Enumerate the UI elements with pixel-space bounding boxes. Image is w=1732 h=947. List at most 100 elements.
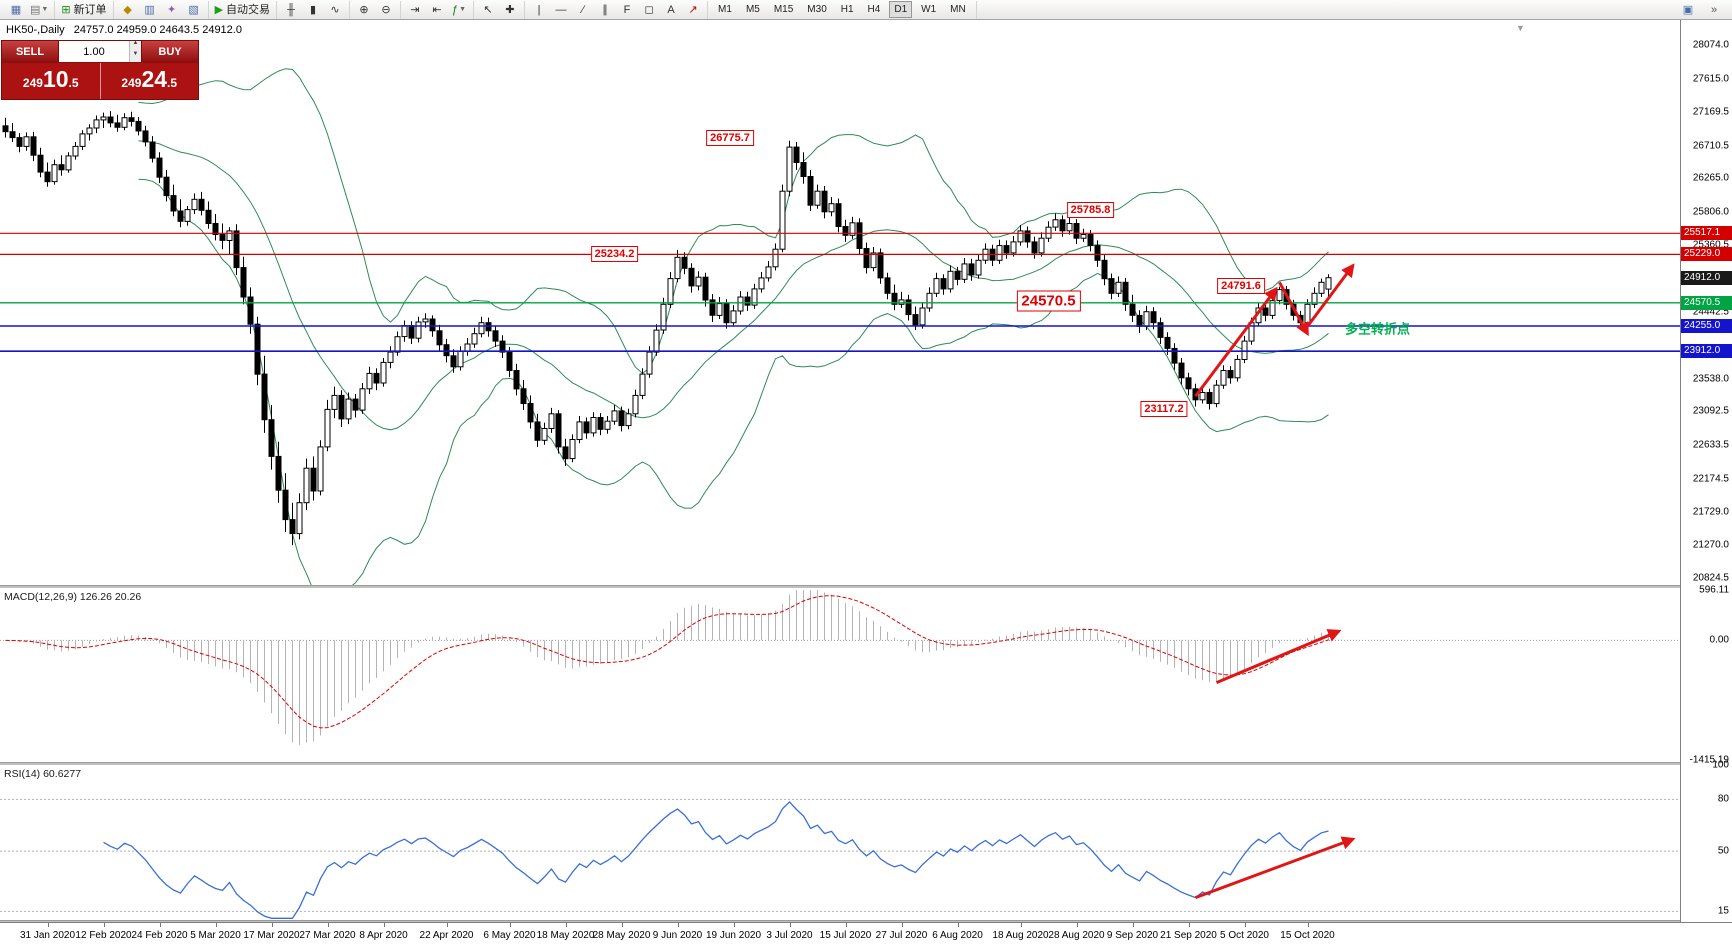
lot-size-value[interactable]: 1.00	[83, 45, 105, 58]
bar-chart-icon: ╫	[287, 3, 295, 16]
chart-title: HK50-,Daily 24757.0 24959.0 24643.5 2491…	[6, 24, 242, 36]
market-watch-icon: ◆	[123, 3, 132, 16]
macd-indicator-pane[interactable]: MACD(12,26,9) 126.26 20.26	[0, 588, 1680, 762]
auto-scroll-icon[interactable]: ⇥	[405, 2, 425, 18]
trendline-icon[interactable]: ∕	[573, 2, 593, 18]
terminal-icon: ▧	[188, 3, 199, 16]
crosshair-icon[interactable]: ✚	[500, 2, 520, 18]
chart-note-text[interactable]: 多空转折点	[1344, 321, 1411, 337]
chart-profiles-icon[interactable]: ▤ ▼	[28, 2, 50, 18]
axis-label: 27169.5	[1692, 106, 1729, 118]
timeframe-w1[interactable]: W1	[921, 4, 937, 15]
zoom-in-icon[interactable]: ⊕	[354, 2, 374, 18]
date-tick	[901, 923, 903, 927]
price-annotation[interactable]: 24791.6	[1217, 277, 1265, 294]
price-chart-pane[interactable]: ▼ 26775.7 25234.2 25785.8 24570.5 24791.6 231…	[0, 20, 1680, 585]
date-tick	[1076, 923, 1078, 927]
timeframe-m1[interactable]: M1	[718, 4, 732, 15]
buy-price[interactable]: 24924.5	[99, 63, 199, 99]
toolbar-overflow-icon[interactable]: »	[1710, 3, 1718, 16]
autotrade-button-label: 自动交易	[226, 3, 271, 16]
price-annotation[interactable]: 24570.5	[1016, 290, 1081, 312]
date-tick	[621, 923, 623, 927]
lot-step-up-icon[interactable]: ▲	[130, 40, 141, 52]
date-axis-label: 8 Apr 2020	[359, 930, 408, 941]
sell-button[interactable]: SELL	[2, 41, 58, 62]
price-annotation[interactable]: 25234.2	[590, 246, 639, 262]
chart-shift-icon[interactable]: ⇤	[427, 2, 447, 18]
vertical-line-icon[interactable]: |	[529, 2, 549, 18]
pane-separator[interactable]	[0, 585, 1732, 588]
timeframe-m30[interactable]: M30	[807, 4, 827, 15]
text-icon[interactable]: A	[661, 2, 681, 18]
time-axis[interactable]: 31 Jan 2020 12 Feb 2020 24 Feb 2020 5 Mar 2…	[0, 922, 1732, 947]
date-axis-label: 18 Aug 2020	[992, 930, 1049, 941]
timeframe-d1[interactable]: D1	[889, 1, 913, 18]
new-chart-icon[interactable]: ▦	[6, 2, 26, 18]
navigator-icon: ✦	[166, 3, 177, 16]
arrow-tools-icon[interactable]: ↗	[683, 2, 703, 18]
zoom-out-icon[interactable]: ⊖	[376, 2, 396, 18]
price-annotation[interactable]: 23117.2	[1140, 401, 1188, 418]
price-line-tag: 25229.0	[1681, 247, 1732, 262]
candlestick-chart-icon[interactable]: ▮	[303, 2, 323, 18]
chevron-down-icon[interactable]: ▼	[459, 5, 467, 13]
timeframe-h4[interactable]: H4	[867, 4, 881, 15]
axis-label: 22174.5	[1692, 473, 1729, 485]
fibonacci-icon[interactable]: F	[617, 2, 637, 18]
axis-label: 21270.0	[1692, 539, 1729, 551]
date-axis-label: 6 Aug 2020	[932, 930, 983, 941]
axis-label: 50	[1717, 845, 1729, 857]
date-tick	[215, 923, 217, 927]
chart-shift-marker[interactable]: ▼	[1516, 23, 1525, 33]
cursor-icon[interactable]: ↖	[478, 2, 498, 18]
terminal-icon[interactable]: ▧	[184, 2, 204, 18]
date-axis-label: 5 Mar 2020	[190, 930, 241, 941]
date-axis-label: 15 Jul 2020	[819, 930, 872, 941]
price-axis[interactable]: 28074.0 27615.0 27169.5 26710.5 26265.0 25806…	[1680, 20, 1732, 922]
horizontal-lines-layer	[0, 232, 1680, 353]
date-axis-label: 12 Feb 2020	[75, 930, 132, 941]
vertical-line-icon: |	[537, 3, 541, 16]
channel-icon[interactable]: ∥	[595, 2, 615, 18]
new-order-button[interactable]: ⊞ 新订单	[59, 2, 108, 18]
chart-symbol-period: HK50-,Daily	[6, 24, 65, 36]
date-tick	[446, 923, 448, 927]
market-watch-icon[interactable]: ◆	[118, 2, 138, 18]
autotrade-icon: ▶	[214, 3, 224, 16]
bar-chart-icon[interactable]: ╫	[281, 2, 301, 18]
date-tick	[1188, 923, 1190, 927]
buy-button[interactable]: BUY	[142, 41, 198, 62]
data-window-icon[interactable]: ▥	[140, 2, 160, 18]
line-chart-icon: ∿	[330, 3, 340, 16]
autotrade-button[interactable]: ▶ 自动交易	[213, 2, 272, 18]
price-annotation[interactable]: 25785.8	[1066, 201, 1115, 218]
date-axis-label: 27 Mar 2020	[299, 930, 356, 941]
pane-separator[interactable]	[0, 762, 1732, 765]
lot-stepper[interactable]: ▲ ▼	[129, 40, 141, 62]
rsi-indicator-pane[interactable]: RSI(14) 60.6277	[0, 765, 1680, 920]
chart-list-icon[interactable]: ▣	[1682, 3, 1694, 16]
sell-price[interactable]: 24910.5	[22, 66, 79, 92]
lot-step-down-icon[interactable]: ▼	[130, 51, 141, 62]
line-chart-icon[interactable]: ∿	[325, 2, 345, 18]
auto-scroll-icon: ⇥	[410, 3, 420, 16]
lot-size-field[interactable]: 1.00 ▲ ▼	[58, 40, 142, 62]
data-window-icon: ▥	[144, 3, 155, 16]
channel-icon: ∥	[602, 3, 608, 16]
chevron-down-icon[interactable]: ▼	[41, 5, 49, 13]
fibonacci-icon: F	[623, 3, 631, 16]
horizontal-line-icon[interactable]: —	[551, 2, 571, 18]
timeframe-m15[interactable]: M15	[773, 4, 794, 15]
pane-separator[interactable]	[0, 920, 1732, 922]
timeframe-mn[interactable]: MN	[950, 4, 966, 15]
rsi-svg	[0, 798, 1680, 919]
timeframe-m5[interactable]: M5	[745, 4, 760, 15]
main-toolbar: ▦ ▤ ▼ ⊞ 新订单 ◆ ▥ ✦ ▧ ▶ 自动交易 ╫ ▮ ∿ ⊕ ⊖ ⇥ ⇤ ƒ ▼ ↖ ✚ | — ∕ ∥ F ◻ A ↗ M1 M5 M…	[0, 0, 1732, 20]
timeframe-h1[interactable]: H1	[840, 4, 854, 15]
price-annotation[interactable]: 26775.7	[706, 129, 754, 146]
navigator-icon[interactable]: ✦	[162, 2, 182, 18]
indicators-icon[interactable]: ƒ ▼	[449, 2, 469, 18]
date-axis-label: 9 Sep 2020	[1106, 930, 1159, 941]
shapes-icon[interactable]: ◻	[639, 2, 659, 18]
